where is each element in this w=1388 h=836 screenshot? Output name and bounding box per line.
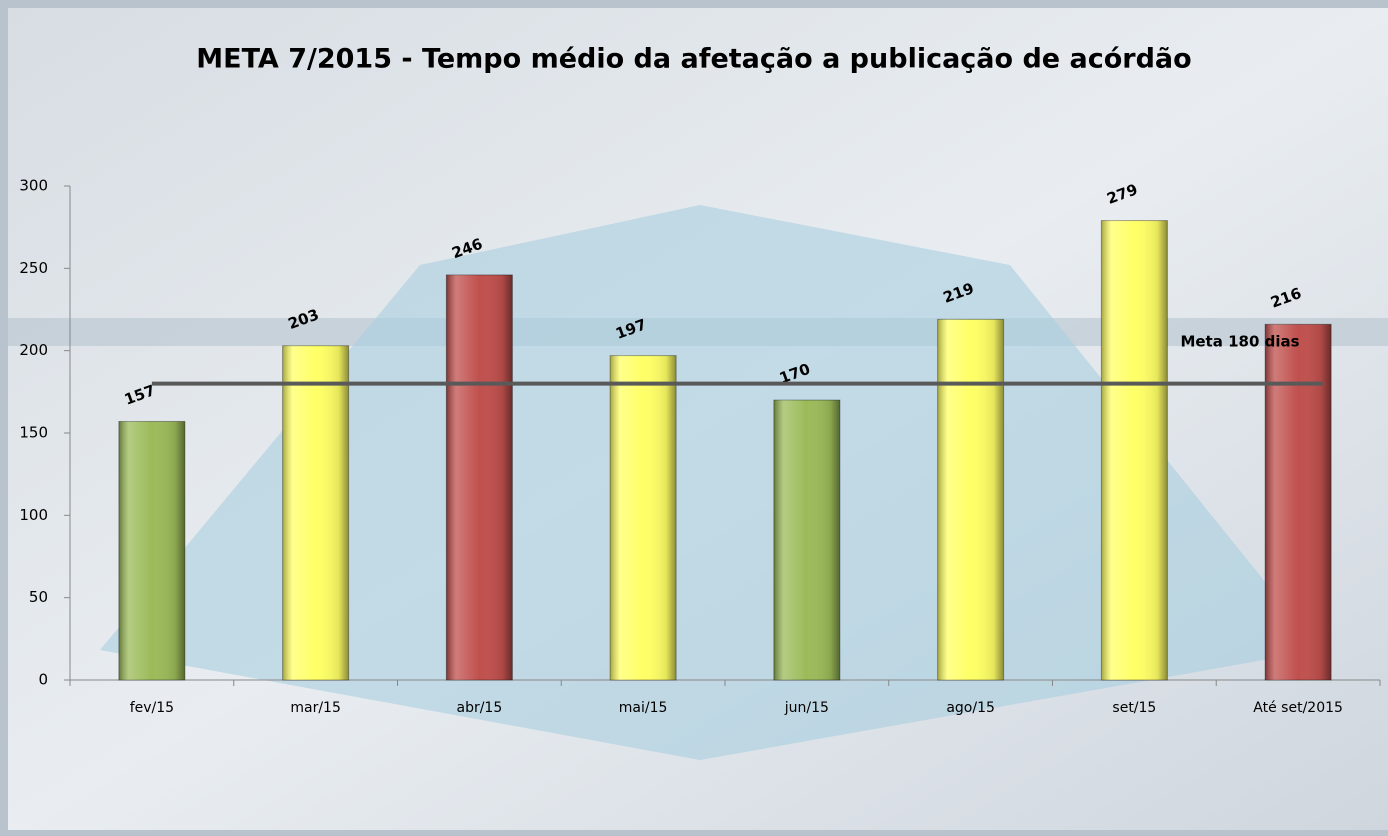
x-tick-label: fev/15 bbox=[130, 700, 174, 716]
x-tick-label: set/15 bbox=[1112, 700, 1156, 716]
bar-shine bbox=[446, 275, 512, 680]
x-tick-label: ago/15 bbox=[946, 700, 995, 716]
bar-shine bbox=[610, 356, 676, 680]
y-tick-label: 0 bbox=[38, 671, 48, 689]
x-tick-label: jun/15 bbox=[784, 700, 829, 716]
bar-shine bbox=[1101, 221, 1167, 680]
bar-shine bbox=[938, 319, 1004, 680]
y-tick-label: 150 bbox=[19, 424, 48, 442]
y-tick-label: 100 bbox=[19, 506, 48, 524]
bar-shine bbox=[283, 346, 349, 680]
y-tick-label: 50 bbox=[29, 588, 48, 606]
chart-title: META 7/2015 - Tempo médio da afetação a … bbox=[196, 44, 1191, 75]
chart: META 7/2015 - Tempo médio da afetação a … bbox=[0, 0, 1388, 836]
bar-shine bbox=[774, 400, 840, 680]
x-tick-label: mar/15 bbox=[290, 700, 341, 716]
bar-shine bbox=[1265, 324, 1331, 680]
x-tick-label: Até set/2015 bbox=[1253, 700, 1343, 716]
reference-label: Meta 180 dias bbox=[1180, 333, 1299, 351]
y-tick-label: 200 bbox=[19, 341, 48, 359]
y-tick-label: 250 bbox=[19, 259, 48, 277]
x-tick-label: abr/15 bbox=[456, 700, 502, 716]
y-tick-label: 300 bbox=[19, 177, 48, 195]
bar-shine bbox=[119, 421, 185, 680]
x-tick-label: mai/15 bbox=[619, 700, 668, 716]
